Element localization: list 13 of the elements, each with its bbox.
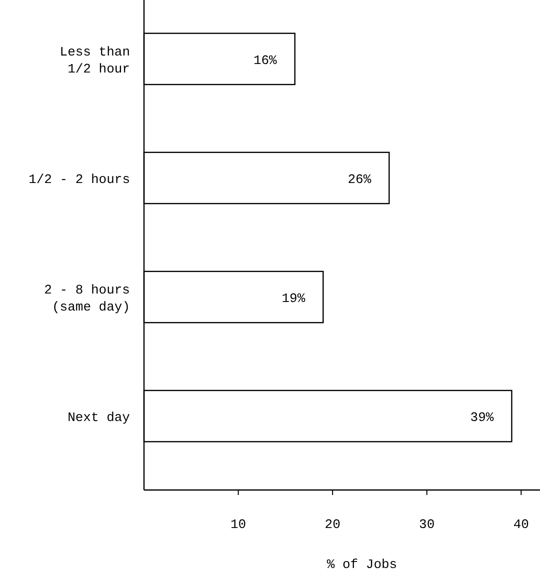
x-tick-label: 10 xyxy=(230,517,246,532)
data-label: 19% xyxy=(282,291,306,306)
x-tick-label: 40 xyxy=(513,517,529,532)
x-tick-label: 20 xyxy=(324,517,340,532)
x-axis-title: % of Jobs xyxy=(326,557,398,572)
data-label: 39% xyxy=(470,410,494,426)
y-tick-label: Less than 1/2 hour xyxy=(60,44,130,76)
y-tick-label: 2 - 8 hours (same day) xyxy=(44,282,130,315)
y-tick-label: 1/2 - 2 hours xyxy=(28,172,130,187)
data-label: 26% xyxy=(348,172,372,187)
x-tick-label: 30 xyxy=(419,517,435,532)
data-label: 16% xyxy=(253,52,278,68)
y-tick-label: Next day xyxy=(68,410,130,426)
